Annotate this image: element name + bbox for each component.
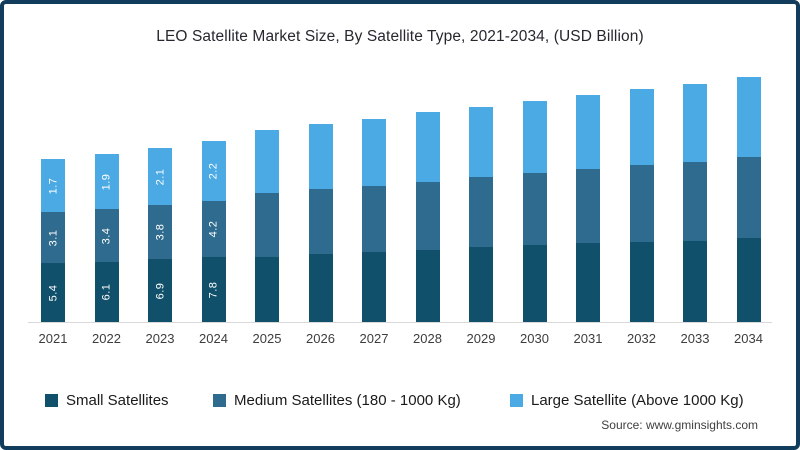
legend-swatch-medium-satellites (213, 394, 226, 407)
bar-2033 (683, 84, 707, 322)
bar-segment-2022-large: 1.9 (94, 154, 119, 209)
bar-segment-2025-small (255, 257, 279, 322)
legend-item-small-satellites: Small Satellites (45, 392, 169, 409)
bar-2034 (736, 77, 761, 322)
bar-segment-2023-large: 2.1 (148, 148, 172, 205)
bar-2030 (522, 101, 547, 322)
bar-2031 (576, 95, 600, 322)
bar-segment-2028-medium (415, 182, 440, 250)
bar-segment-2024-small: 7.8 (201, 257, 226, 322)
bar-segment-2026-large (308, 124, 333, 189)
bar-value-label: 3.1 (46, 229, 59, 246)
bar-segment-2029-large (469, 107, 493, 177)
x-tick-label-2031: 2031 (573, 331, 603, 346)
bar-segment-2021-large: 1.7 (41, 159, 65, 212)
bar-value-label: 2.2 (207, 162, 220, 180)
bar-value-label: 2.1 (153, 168, 166, 185)
source-attribution: Source: www.gminsights.com (601, 418, 758, 432)
bar-segment-2023-small: 6.9 (148, 259, 172, 322)
bar-2023: 2.1 3.8 6.9 (148, 148, 172, 322)
x-tick-label-2027: 2027 (359, 331, 389, 346)
x-tick-label-2033: 2033 (680, 331, 710, 346)
x-tick-label-2034: 2034 (734, 331, 763, 346)
legend-label: Medium Satellites (180 - 1000 Kg) (234, 392, 461, 409)
bar-segment-2028-small (415, 250, 440, 322)
chart-title: LEO Satellite Market Size, By Satellite … (156, 28, 644, 45)
bar-segment-2021-small: 5.4 (41, 263, 65, 322)
bar-2029 (469, 107, 493, 322)
x-tick-label-2026: 2026 (306, 331, 335, 346)
bar-value-label: 5.4 (46, 284, 59, 301)
bar-value-label: 4.2 (207, 220, 220, 238)
x-tick-label-2032: 2032 (627, 331, 656, 346)
bar-segment-2033-large (683, 84, 707, 162)
x-tick-label-2022: 2022 (92, 331, 121, 346)
legend: Small Satellites Medium Satellites (180 … (4, 392, 796, 412)
bar-segment-2021-medium: 3.1 (41, 212, 65, 263)
bar-segment-2025-large (255, 130, 279, 193)
bar-segment-2031-large (576, 95, 600, 169)
plot-area: 1.7 3.1 5.4 2021 1.9 3.4 6.1 2022 2.1 3.8 6.9 2023 2… (4, 4, 796, 446)
bar-value-label: 6.9 (153, 282, 166, 299)
x-tick-label-2029: 2029 (466, 331, 496, 346)
x-tick-label-2024: 2024 (199, 331, 228, 346)
bar-segment-2030-small (522, 245, 547, 322)
bar-segment-2027-medium (362, 186, 386, 252)
bar-segment-2022-small: 6.1 (94, 262, 119, 322)
x-tick-label-2025: 2025 (252, 331, 282, 346)
legend-label: Large Satellite (Above 1000 Kg) (531, 392, 744, 409)
bar-segment-2032-small (629, 242, 654, 322)
bar-segment-2026-small (308, 254, 333, 322)
bar-value-label: 7.8 (207, 281, 220, 298)
bar-segment-2030-medium (522, 173, 547, 245)
bar-segment-2030-large (522, 101, 547, 173)
bar-2024: 2.2 4.2 7.8 (201, 141, 226, 322)
bar-segment-2034-medium (736, 157, 761, 238)
bar-segment-2033-medium (683, 162, 707, 241)
bar-segment-2022-medium: 3.4 (94, 209, 119, 262)
legend-swatch-large-satellite (510, 394, 523, 407)
x-tick-label-2021: 2021 (38, 331, 68, 346)
x-tick-label-2023: 2023 (145, 331, 175, 346)
bar-2026 (308, 124, 333, 322)
bar-segment-2028-large (415, 112, 440, 182)
bar-segment-2027-small (362, 252, 386, 322)
bar-segment-2032-medium (629, 165, 654, 242)
bar-2032 (629, 89, 654, 322)
bar-segment-2024-large: 2.2 (201, 141, 226, 201)
bar-segment-2027-large (362, 119, 386, 186)
bar-value-label: 1.7 (46, 177, 59, 194)
bar-segment-2034-large (736, 77, 761, 157)
bar-2022: 1.9 3.4 6.1 (94, 154, 119, 322)
x-tick-label-2028: 2028 (413, 331, 442, 346)
bar-segment-2033-small (683, 241, 707, 322)
bar-2028 (415, 112, 440, 322)
bar-segment-2025-medium (255, 193, 279, 257)
bar-value-label: 1.9 (100, 173, 113, 190)
bar-segment-2026-medium (308, 189, 333, 254)
x-axis-line (28, 322, 772, 323)
bar-value-label: 6.1 (100, 283, 113, 301)
legend-item-medium-satellites: Medium Satellites (180 - 1000 Kg) (213, 392, 461, 409)
bar-2025 (255, 130, 279, 322)
legend-item-large-satellite: Large Satellite (Above 1000 Kg) (510, 392, 744, 409)
bar-segment-2029-small (469, 247, 493, 322)
bar-value-label: 3.8 (153, 223, 166, 241)
legend-swatch-small-satellites (45, 394, 58, 407)
bar-segment-2031-small (576, 243, 600, 322)
bar-value-label: 3.4 (100, 227, 113, 244)
x-tick-label-2030: 2030 (520, 331, 549, 346)
legend-label: Small Satellites (66, 392, 169, 409)
bar-segment-2031-medium (576, 169, 600, 243)
bar-2027 (362, 119, 386, 322)
bar-segment-2024-medium: 4.2 (201, 201, 226, 257)
bar-segment-2023-medium: 3.8 (148, 205, 172, 259)
bar-segment-2034-small (736, 238, 761, 322)
bar-segment-2029-medium (469, 177, 493, 247)
bar-2021: 1.7 3.1 5.4 (41, 159, 65, 322)
bar-segment-2032-large (629, 89, 654, 165)
